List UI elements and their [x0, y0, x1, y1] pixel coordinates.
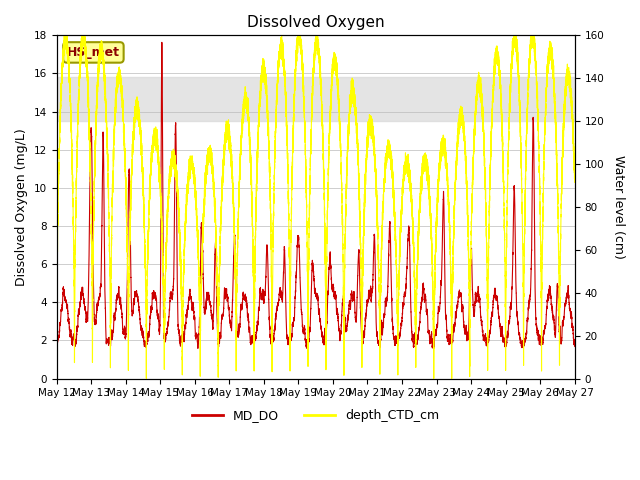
Y-axis label: Water level (cm): Water level (cm)	[612, 155, 625, 259]
Bar	[56, 77, 575, 121]
Title: Dissolved Oxygen: Dissolved Oxygen	[247, 15, 385, 30]
Text: HS_met: HS_met	[67, 46, 120, 59]
Legend: MD_DO, depth_CTD_cm: MD_DO, depth_CTD_cm	[187, 404, 445, 427]
Y-axis label: Dissolved Oxygen (mg/L): Dissolved Oxygen (mg/L)	[15, 128, 28, 286]
